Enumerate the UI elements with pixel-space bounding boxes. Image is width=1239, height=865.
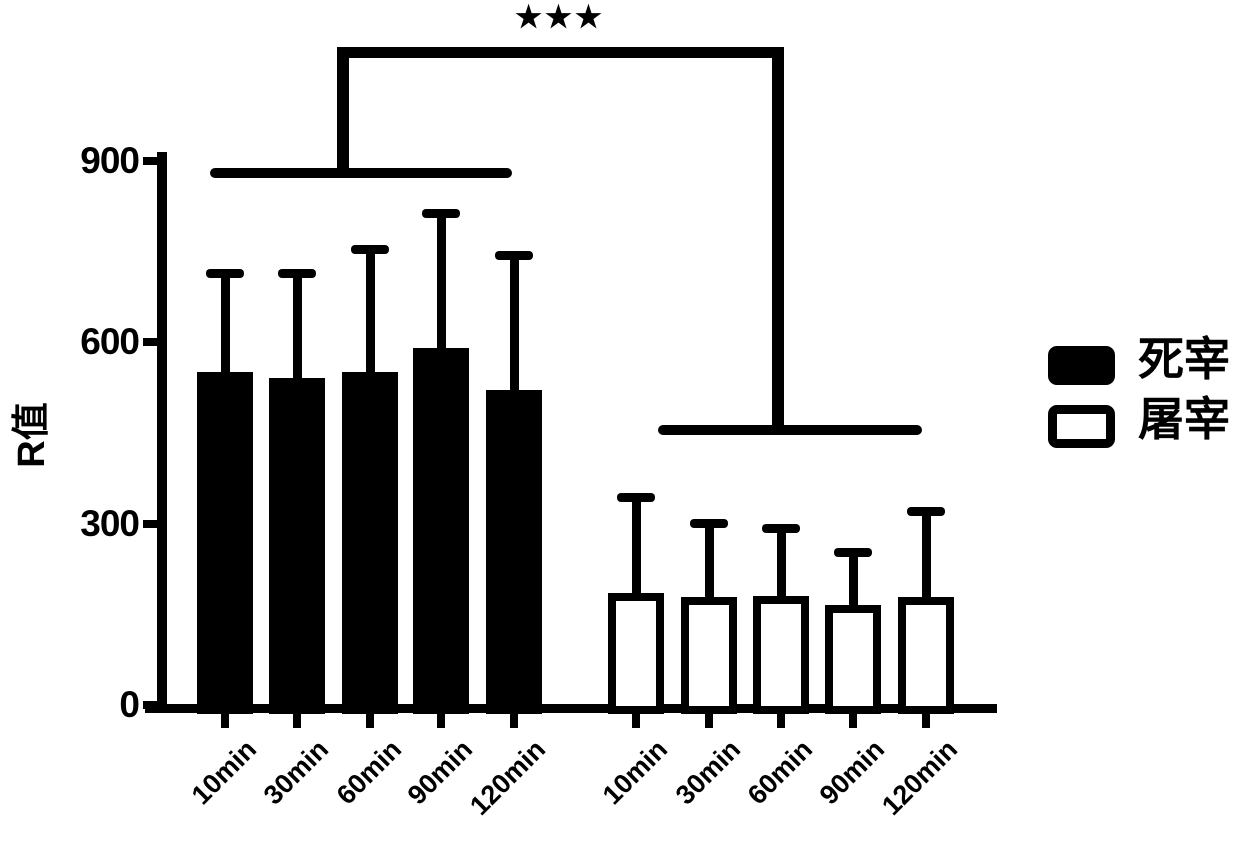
error-bar-cap: [907, 506, 945, 516]
legend-label-slaughter: 屠宰: [1138, 394, 1230, 445]
x-axis-tick: [510, 713, 518, 728]
bar: [681, 597, 737, 714]
bar: [413, 348, 469, 714]
y-axis-tick-label: 900: [80, 139, 140, 181]
significance-bracket-left-connector: [337, 47, 349, 178]
bar: [898, 597, 954, 714]
significance-group1-span-line: [210, 168, 512, 178]
error-bar-cap: [617, 493, 655, 503]
x-axis-tick: [705, 713, 713, 728]
significance-bracket-right-connector: [772, 47, 784, 435]
error-bar-stem: [776, 523, 786, 601]
bar: [608, 593, 664, 714]
y-axis-tick: [143, 519, 157, 528]
error-bar-stem: [921, 506, 931, 602]
error-bar-stem: [848, 547, 858, 610]
legend-swatch-open: [1048, 405, 1115, 448]
bar: [825, 605, 881, 714]
x-axis-tick: [437, 713, 445, 728]
y-axis-tick: [143, 338, 157, 346]
error-bar-stem: [220, 269, 230, 377]
error-bar-cap: [834, 547, 872, 557]
x-axis-line: [145, 704, 997, 713]
x-axis-tick: [922, 713, 930, 728]
error-bar-cap: [278, 269, 316, 279]
y-axis-tick-label: 300: [80, 502, 140, 544]
x-axis-tick: [366, 713, 374, 728]
significance-bracket-top-line: [338, 47, 784, 58]
x-axis-tick: [221, 713, 229, 728]
error-bar-cap: [690, 518, 728, 528]
y-axis-tick: [143, 701, 157, 709]
significance-stars: ★★★: [515, 1, 605, 34]
error-bar-stem: [436, 208, 446, 353]
error-bar-cap: [351, 245, 389, 255]
error-bar-cap: [495, 251, 533, 261]
bar: [197, 372, 253, 714]
y-axis-tick-label: 600: [80, 321, 140, 362]
x-axis-tick: [777, 713, 785, 728]
x-axis-tick: [849, 713, 857, 728]
error-bar-stem: [292, 269, 302, 383]
error-bar-cap: [206, 269, 244, 279]
y-axis-tick-label: 0: [119, 684, 140, 725]
significance-group2-span-line: [658, 425, 922, 435]
legend-label-died-slaughter: 死宰: [1138, 334, 1230, 385]
bar: [269, 378, 325, 714]
y-axis-line: [157, 152, 167, 710]
error-bar-cap: [422, 208, 460, 218]
x-axis-tick: [632, 713, 640, 728]
x-axis-tick: [293, 713, 301, 728]
y-axis-title: R值: [11, 402, 53, 468]
legend: 死宰 屠宰: [1040, 168, 1239, 448]
error-bar-stem: [631, 493, 641, 598]
legend-swatch-filled: [1048, 346, 1115, 385]
bar: [342, 372, 398, 714]
error-bar-stem: [509, 251, 519, 395]
bar: [486, 390, 542, 714]
y-axis-tick: [143, 156, 157, 165]
error-bar-stem: [365, 245, 375, 377]
error-bar-stem: [704, 518, 714, 602]
error-bar-cap: [762, 523, 800, 533]
bar: [753, 596, 809, 714]
